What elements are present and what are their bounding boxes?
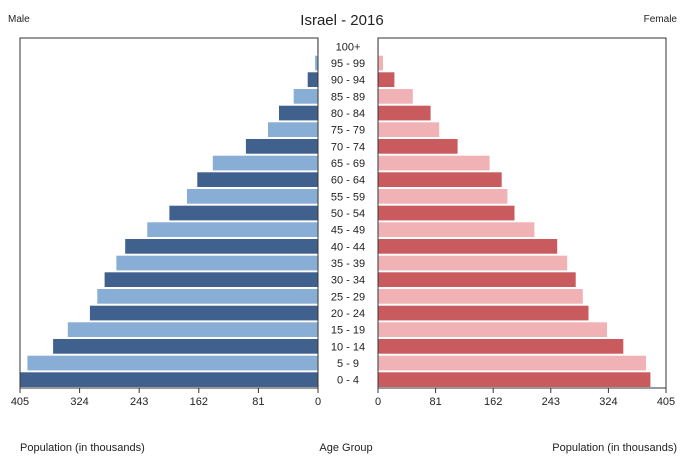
female-bar (378, 272, 576, 287)
male-bar (212, 155, 318, 171)
female-tick-label: 324 (599, 396, 617, 408)
x-axis-label-left: Population (in thousands) (20, 442, 145, 454)
male-tick-label: 405 (11, 396, 29, 408)
age-group-label: 75 - 79 (331, 125, 365, 137)
age-group-label: 90 - 94 (331, 75, 365, 87)
male-bars (20, 39, 319, 387)
female-label: Female (644, 14, 678, 25)
age-group-label: 55 - 59 (331, 191, 365, 203)
female-bar (378, 155, 490, 171)
age-group-label: 20 - 24 (331, 308, 365, 320)
male-tick-label: 162 (190, 396, 208, 408)
age-group-label: 5 - 9 (337, 358, 359, 370)
age-group-label: 65 - 69 (331, 158, 365, 170)
female-bar (378, 355, 647, 371)
female-bar (378, 322, 607, 337)
female-bar (378, 239, 558, 254)
age-group-label: 60 - 64 (331, 175, 365, 187)
age-group-label: 95 - 99 (331, 58, 365, 70)
age-group-label: 40 - 44 (331, 241, 365, 253)
age-group-label: 15 - 19 (331, 325, 365, 337)
female-bar (378, 255, 568, 271)
female-tick-label: 405 (657, 396, 675, 408)
age-group-label: 10 - 14 (331, 341, 365, 353)
male-bar (279, 105, 318, 121)
male-bar (20, 372, 318, 387)
male-bar (67, 322, 318, 337)
female-bar (378, 172, 502, 187)
male-bar (245, 139, 318, 154)
female-bars (378, 39, 651, 387)
female-bar (378, 305, 589, 321)
female-bar (378, 89, 413, 104)
male-plot-frame (19, 37, 319, 389)
female-bar (378, 372, 651, 387)
female-tick-label: 81 (429, 396, 441, 408)
female-axis-ticks: 0 81 162 243 324 405 (375, 388, 675, 408)
female-bar (378, 139, 458, 154)
male-tick-label: 0 (315, 396, 321, 408)
age-group-label: 30 - 34 (331, 275, 365, 287)
male-bar (27, 355, 319, 371)
female-bar (378, 189, 508, 204)
female-bar (378, 105, 431, 121)
female-bar (378, 72, 395, 87)
male-tick-label: 243 (130, 396, 148, 408)
male-bar (187, 189, 318, 204)
female-bar (378, 205, 515, 221)
male-tick-label: 324 (70, 396, 88, 408)
age-group-label: 25 - 29 (331, 291, 365, 303)
male-bar (125, 239, 318, 254)
male-label: Male (8, 14, 30, 25)
age-group-labels: 100+ 95 - 99 90 - 94 85 - 89 80 - 84 75 - 79 7… (331, 41, 365, 386)
age-group-label: 0 - 4 (337, 375, 359, 387)
x-axis-label-center: Age Group (319, 442, 372, 454)
age-group-label: 70 - 74 (331, 141, 365, 153)
female-plot-frame (377, 37, 667, 389)
male-bar (104, 272, 318, 287)
male-bar (268, 122, 318, 137)
male-bar (315, 55, 318, 71)
male-bar (169, 205, 318, 221)
age-group-label: 45 - 49 (331, 225, 365, 237)
male-tick-label: 81 (252, 396, 264, 408)
female-tick-label: 0 (375, 396, 381, 408)
female-bar (378, 55, 383, 71)
male-bar (89, 305, 319, 321)
age-group-label: 100+ (336, 41, 361, 53)
male-axis-ticks: 405 324 243 162 81 0 (11, 388, 321, 408)
male-bar (147, 222, 318, 237)
female-tick-label: 162 (484, 396, 502, 408)
age-group-label: 85 - 89 (331, 91, 365, 103)
female-tick-label: 243 (542, 396, 560, 408)
male-bar (293, 89, 318, 104)
male-bar (116, 255, 319, 271)
male-bar (53, 339, 318, 354)
age-group-label: 50 - 54 (331, 208, 365, 220)
age-group-label: 35 - 39 (331, 258, 365, 270)
chart-title: Israel - 2016 (300, 12, 383, 29)
female-bar (378, 122, 440, 137)
male-bar (197, 172, 318, 187)
male-bar (97, 289, 318, 304)
x-axis-label-right: Population (in thousands) (552, 442, 677, 454)
female-bar (378, 339, 624, 354)
male-bar (307, 72, 318, 87)
age-group-label: 80 - 84 (331, 108, 365, 120)
female-bar (378, 289, 583, 304)
female-bar (378, 222, 535, 237)
